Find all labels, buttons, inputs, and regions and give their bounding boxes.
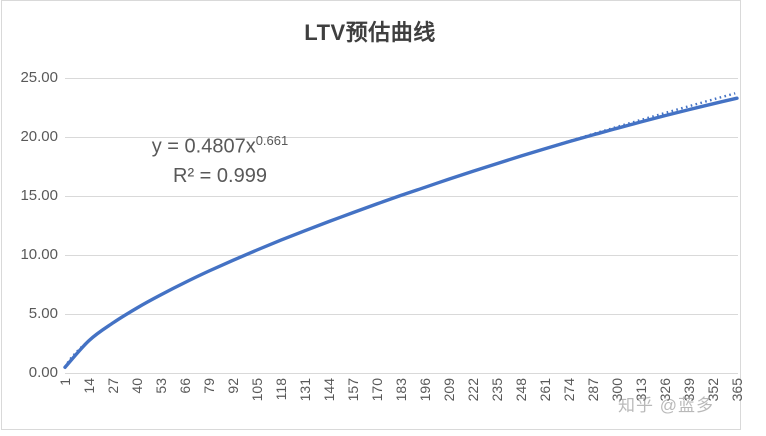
x-axis-tick-label: 287 [585,378,601,402]
y-axis-tick-label: 0.00 [28,364,58,381]
y-axis-tick-label: 25.00 [20,69,58,86]
gridline [65,373,738,374]
x-axis-tick-label: 105 [249,378,265,402]
x-axis-tick-label: 66 [177,378,193,394]
x-axis-tick-label: 261 [537,378,553,402]
y-axis-tick-label: 5.00 [28,305,58,322]
x-axis-tick-label: 365 [729,378,745,402]
x-axis-tick-label: 53 [153,378,169,394]
y-axis-tick-label: 15.00 [20,187,58,204]
x-axis-tick-label: 131 [297,378,313,402]
x-axis-tick-label: 144 [321,378,337,402]
x-axis-tick-label: 274 [561,378,577,402]
watermark: 知乎 @蓝多 [618,396,714,415]
gridline [65,314,738,315]
x-axis-tick-label: 222 [465,378,481,402]
x-axis-tick-label: 209 [441,378,457,402]
x-axis-tick-label: 79 [201,378,217,394]
x-axis-tick-label: 92 [225,378,241,394]
chart-frame [1,0,741,430]
x-axis-tick-label: 14 [81,378,97,394]
r-squared-label: R² = 0.999 [173,164,267,187]
gridline [65,78,738,79]
equation-line: y = 0.4807x0.661 [151,133,289,158]
x-axis-tick-label: 196 [417,378,433,402]
y-axis: 0.00 5.00 10.00 15.00 20.00 25.00 [0,0,58,436]
chart-title: LTV预估曲线 [304,20,436,45]
x-axis-tick-label: 27 [105,378,121,394]
x-axis-tick-label: 170 [369,378,385,402]
x-axis-tick-label: 1 [57,378,73,386]
trendline-equation: y = 0.4807x0.661 R² = 0.999 [100,126,340,191]
gridline [65,196,738,197]
x-axis-tick-label: 183 [393,378,409,402]
gridline [65,255,738,256]
x-axis-tick-label: 235 [489,378,505,402]
x-axis-tick-label: 157 [345,378,361,402]
y-axis-tick-label: 20.00 [20,128,58,145]
x-axis-tick-label: 248 [513,378,529,402]
y-axis-tick-label: 10.00 [20,246,58,263]
x-axis-tick-label: 40 [129,378,145,394]
x-axis-tick-label: 118 [273,378,289,401]
